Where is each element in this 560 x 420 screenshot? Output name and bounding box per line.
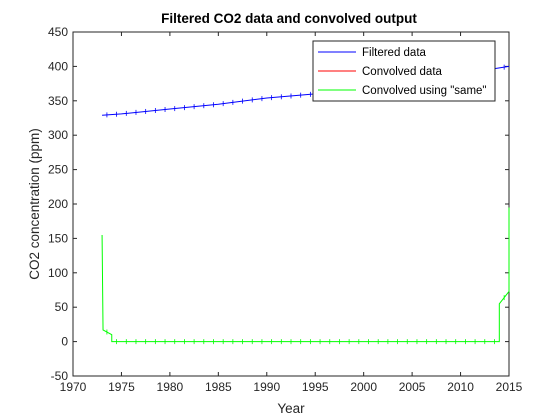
- series-line-2: [101, 207, 510, 343]
- legend-label: Filtered data: [362, 47, 427, 59]
- x-tick-label: 1985: [205, 380, 232, 394]
- x-tick-label: 2000: [350, 380, 377, 394]
- x-tick-label: 1990: [253, 380, 280, 394]
- y-tick-label: 300: [48, 128, 68, 142]
- y-tick-label: 0: [61, 335, 68, 349]
- y-tick-label: 450: [48, 25, 68, 39]
- legend: Filtered data Convolved data Convolved usi…: [312, 40, 496, 102]
- y-tick-label: 250: [48, 163, 68, 177]
- y-tick-label: 100: [48, 266, 68, 280]
- x-tick-label: 1970: [60, 380, 87, 394]
- chart-title: Filtered CO2 data and convolved output: [161, 11, 417, 26]
- y-tick-label: 200: [48, 197, 68, 211]
- x-tick-label: 2015: [496, 380, 523, 394]
- y-tick-label: 400: [48, 59, 68, 73]
- x-tick-label: 2005: [399, 380, 426, 394]
- legend-label: Convolved using "same": [362, 85, 487, 97]
- x-tick-label: 1980: [157, 380, 184, 394]
- y-tick-label: 350: [48, 94, 68, 108]
- x-tick-label: 1975: [108, 380, 135, 394]
- y-tick-label: -50: [51, 369, 69, 383]
- y-tick-label: 150: [48, 231, 68, 245]
- legend-label: Convolved data: [362, 66, 443, 78]
- y-tick-label: 50: [55, 300, 69, 314]
- x-tick-label: 1995: [302, 380, 329, 394]
- y-axis: -50 0 50 100 150 200 250 300 350 400 450: [48, 25, 509, 383]
- x-axis-label: Year: [277, 401, 305, 416]
- x-axis: 1970 1975 1980 1985 1990 1995 2000 2005 2010 2015: [60, 32, 523, 394]
- y-axis-label: CO2 concentration (ppm): [27, 128, 42, 280]
- x-tick-label: 2010: [447, 380, 474, 394]
